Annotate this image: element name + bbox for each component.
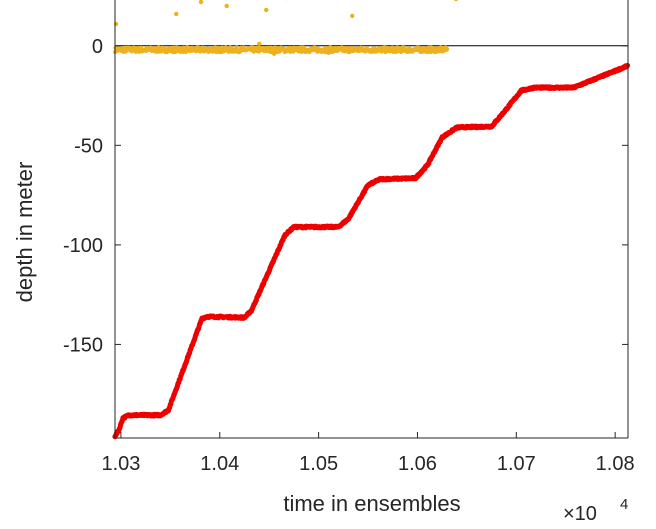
plot-area: [115, 0, 628, 438]
series-red: [112, 62, 631, 440]
x-tick-label: 1.03: [101, 453, 140, 475]
y-tick-label: 0: [92, 36, 103, 58]
yellow-outlier-point: [350, 13, 355, 19]
y-tick-label: -50: [74, 135, 103, 157]
x-tick-label: 1.04: [200, 453, 239, 475]
y-tick-label: -150: [63, 334, 103, 356]
yellow-point: [159, 49, 164, 54]
yellow-outlier-point: [454, 0, 458, 2]
yellow-outlier-point: [224, 3, 229, 9]
yellow-outlier-point: [113, 21, 119, 27]
yellow-point: [216, 45, 221, 50]
yellow-point: [210, 49, 215, 54]
series-yellow: [113, 0, 458, 56]
series-layer: [112, 0, 631, 440]
yellow-point: [183, 49, 188, 54]
plot-background: [115, 0, 628, 438]
y-tick-label: -100: [63, 235, 103, 257]
x-ticks: 1.03 1.04 1.05 1.06 1.07 1.08: [101, 432, 635, 475]
yellow-outlier-point: [257, 41, 262, 46]
yellow-outlier-point: [326, 50, 331, 55]
y-ticks: 0 -50 -100 -150: [63, 36, 628, 356]
x-tick-label: 1.06: [398, 453, 437, 475]
yellow-outlier-point: [198, 0, 204, 5]
yellow-outlier-point: [395, 46, 400, 51]
yellow-outlier-point: [264, 7, 269, 13]
x-multiplier-text: ×10: [563, 503, 597, 525]
yellow-outlier-point: [174, 11, 179, 17]
x-exponent-label: ×10 4: [563, 496, 628, 525]
x-multiplier-exponent: 4: [620, 496, 628, 513]
axes: [114, 0, 629, 439]
x-tick-label: 1.08: [596, 453, 635, 475]
x-tick-label: 1.07: [497, 453, 536, 475]
yellow-outlier-point: [271, 51, 277, 56]
yellow-point: [445, 47, 450, 51]
x-tick-label: 1.05: [299, 453, 338, 475]
y-axis-label: depth in meter: [12, 162, 37, 303]
x-axis-label: time in ensembles: [283, 491, 460, 516]
